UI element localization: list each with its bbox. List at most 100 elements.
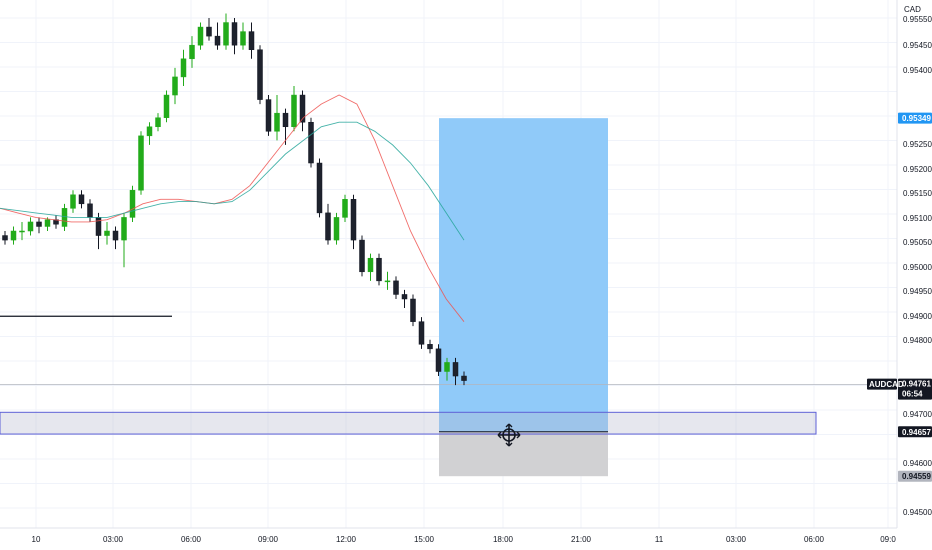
candle[interactable] [325, 203, 331, 245]
candle[interactable] [223, 13, 229, 50]
candle[interactable] [197, 22, 204, 50]
candle-body [461, 375, 467, 381]
candle[interactable] [461, 371, 467, 386]
candle[interactable] [257, 45, 263, 105]
candle[interactable] [376, 253, 382, 286]
candle-body [299, 94, 306, 123]
candle[interactable] [393, 276, 399, 299]
candle-body [435, 348, 442, 372]
target-zone[interactable] [439, 118, 608, 432]
candle[interactable] [87, 199, 93, 222]
candle[interactable] [444, 357, 450, 381]
candle-body [393, 280, 399, 295]
price-axis-tick: 0.95150 [903, 189, 932, 198]
candle-body [452, 362, 459, 377]
candle-body [410, 298, 416, 322]
stop-zone[interactable] [439, 431, 608, 477]
candle[interactable] [112, 226, 119, 250]
candle[interactable] [248, 22, 255, 59]
candle-body [2, 235, 8, 241]
candle[interactable] [282, 108, 289, 145]
candle[interactable] [163, 90, 170, 123]
candle[interactable] [10, 226, 17, 245]
candle[interactable] [129, 185, 136, 222]
move-crosshair-icon[interactable] [497, 423, 521, 447]
time-axis-tick: 03:00 [726, 535, 747, 544]
candle[interactable] [418, 317, 425, 349]
currency-label: CAD [904, 5, 921, 14]
candle[interactable] [435, 344, 442, 377]
candle[interactable] [44, 217, 51, 232]
candle[interactable] [333, 212, 340, 245]
candle[interactable] [78, 190, 85, 209]
candle[interactable] [299, 90, 306, 132]
candle-body [87, 203, 93, 218]
moving-average-fast [0, 94, 465, 322]
candle[interactable] [53, 215, 59, 229]
price-axis-tick: 0.95200 [903, 165, 932, 174]
candle[interactable] [214, 22, 221, 50]
candle-body [240, 31, 246, 46]
candle[interactable] [138, 131, 144, 195]
support-zone-rectangle[interactable] [0, 411, 817, 435]
candle[interactable] [359, 235, 365, 277]
candle[interactable] [401, 289, 408, 309]
candle[interactable] [316, 158, 323, 218]
candle[interactable] [265, 95, 272, 136]
candle-body [282, 112, 289, 128]
candle[interactable] [36, 217, 42, 234]
symbol-badge-bg [867, 378, 897, 390]
target-price-badge-bg [898, 112, 932, 124]
candle[interactable] [308, 117, 314, 168]
stop-price-badge-bg [898, 470, 932, 482]
current-price-badge-bg [898, 378, 932, 400]
candle[interactable] [95, 212, 102, 250]
candle[interactable] [410, 294, 416, 327]
candle[interactable] [104, 221, 110, 245]
candle-body [163, 94, 170, 118]
candle-body [325, 212, 331, 241]
candle[interactable] [27, 217, 34, 236]
candle[interactable] [19, 221, 25, 241]
move-crosshair-arrows [497, 423, 521, 447]
price-axis-tick: 0.95250 [903, 140, 932, 149]
countdown-badge: 06:54 [902, 390, 923, 399]
candle-body [333, 217, 340, 241]
price-axis-tick: 0.95100 [903, 214, 932, 223]
candle[interactable] [240, 22, 246, 50]
candle[interactable] [172, 67, 178, 105]
candle[interactable] [206, 18, 212, 41]
candle-body [401, 294, 408, 300]
price-axis-tick: 0.95450 [903, 41, 932, 50]
candle-body [36, 221, 42, 227]
candle[interactable] [70, 190, 76, 213]
candle[interactable] [342, 194, 348, 222]
candle[interactable] [189, 36, 195, 68]
candle-body [129, 189, 136, 218]
candle[interactable] [291, 85, 297, 132]
candle[interactable] [155, 113, 161, 132]
candle[interactable] [350, 194, 357, 250]
candle[interactable] [427, 339, 433, 354]
candle[interactable] [146, 122, 153, 145]
candle-body [206, 26, 212, 37]
candle-body [19, 230, 25, 233]
candle[interactable] [231, 18, 238, 55]
candle[interactable] [180, 49, 187, 86]
candle-body [146, 126, 153, 137]
candle[interactable] [367, 253, 374, 281]
candle[interactable] [121, 212, 127, 268]
candle-body [316, 162, 323, 214]
candle-body [444, 362, 450, 372]
time-axis-tick: 18:00 [493, 535, 514, 544]
candle[interactable] [452, 357, 459, 386]
candle[interactable] [384, 271, 391, 290]
candles [2, 13, 467, 386]
candle[interactable] [61, 203, 68, 232]
candle-body [112, 230, 119, 241]
candle[interactable] [274, 95, 280, 141]
candle[interactable] [2, 231, 8, 245]
price-axis-tick: 0.94800 [903, 336, 932, 345]
candle-body [231, 22, 238, 46]
